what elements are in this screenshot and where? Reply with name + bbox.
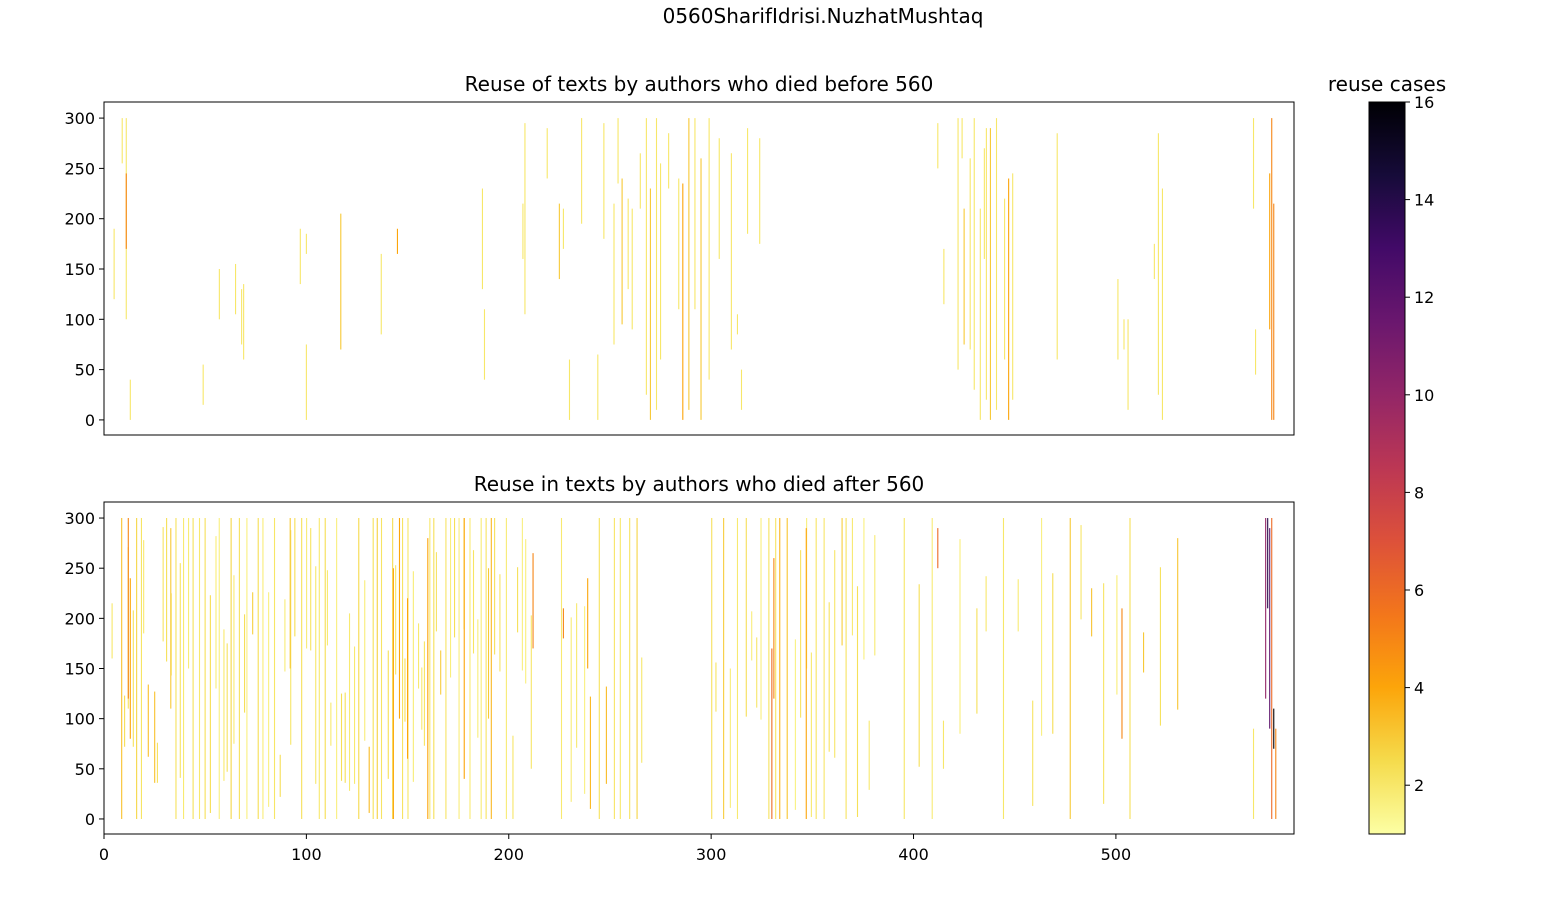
x-tick-label: 200 (493, 845, 524, 864)
colorbar-label: reuse cases (1328, 72, 1446, 96)
panel-before-title: Reuse of texts by authors who died befor… (465, 72, 934, 96)
panel-after-plot-area (104, 502, 1294, 834)
y-tick-label: 250 (64, 159, 95, 178)
y-tick-label: 100 (64, 710, 95, 729)
x-tick-label: 0 (99, 845, 109, 864)
panel-before: Reuse of texts by authors who died befor… (64, 72, 1295, 436)
figure-suptitle: 0560SharifIdrisi.NuzhatMushtaq (663, 4, 984, 28)
y-tick-label: 300 (64, 109, 95, 128)
panel-before-plot-area (104, 102, 1294, 435)
panel-after-title: Reuse in texts by authors who died after… (474, 472, 925, 496)
colorbar-tick-label: 4 (1414, 679, 1424, 698)
y-tick-label: 100 (64, 310, 95, 329)
y-tick-label: 50 (75, 361, 95, 380)
y-tick-label: 150 (64, 260, 95, 279)
y-tick-label: 0 (85, 810, 95, 829)
x-tick-label: 500 (1101, 845, 1132, 864)
colorbar-tick-label: 14 (1414, 191, 1434, 210)
colorbar-tick-label: 10 (1414, 386, 1434, 405)
panel-before-marks (113, 118, 1275, 420)
y-tick-label: 0 (85, 411, 95, 430)
y-tick-label: 200 (64, 609, 95, 628)
colorbar-tick-label: 12 (1414, 288, 1434, 307)
panel-after: Reuse in texts by authors who died after… (64, 472, 1295, 864)
panel-after-x-axis: 0 100 200 300 400 500 (99, 834, 1131, 864)
y-tick-label: 200 (64, 210, 95, 229)
panel-after-frame (103, 501, 1295, 835)
panel-after-marks (111, 518, 1277, 819)
x-tick-label: 400 (898, 845, 929, 864)
x-tick-label: 300 (696, 845, 727, 864)
colorbar-gradient (1368, 101, 1406, 835)
y-tick-label: 50 (75, 760, 95, 779)
colorbar-tick-label: 2 (1414, 776, 1424, 795)
colorbar-ticks: 2 4 6 8 10 12 14 16 (1405, 93, 1434, 795)
panel-before-frame (103, 101, 1295, 436)
y-tick-label: 300 (64, 509, 95, 528)
colorbar-tick-label: 16 (1414, 93, 1434, 112)
y-tick-label: 150 (64, 660, 95, 679)
y-tick-label: 250 (64, 559, 95, 578)
colorbar: reuse cases 2 4 6 8 10 12 14 16 (1328, 72, 1446, 835)
panel-before-y-axis: 0 50 100 150 200 250 300 (64, 109, 104, 430)
x-tick-label: 100 (291, 845, 322, 864)
colorbar-tick-label: 6 (1414, 581, 1424, 600)
colorbar-tick-label: 8 (1414, 483, 1424, 502)
panel-after-y-axis: 0 50 100 150 200 250 300 (64, 509, 104, 829)
